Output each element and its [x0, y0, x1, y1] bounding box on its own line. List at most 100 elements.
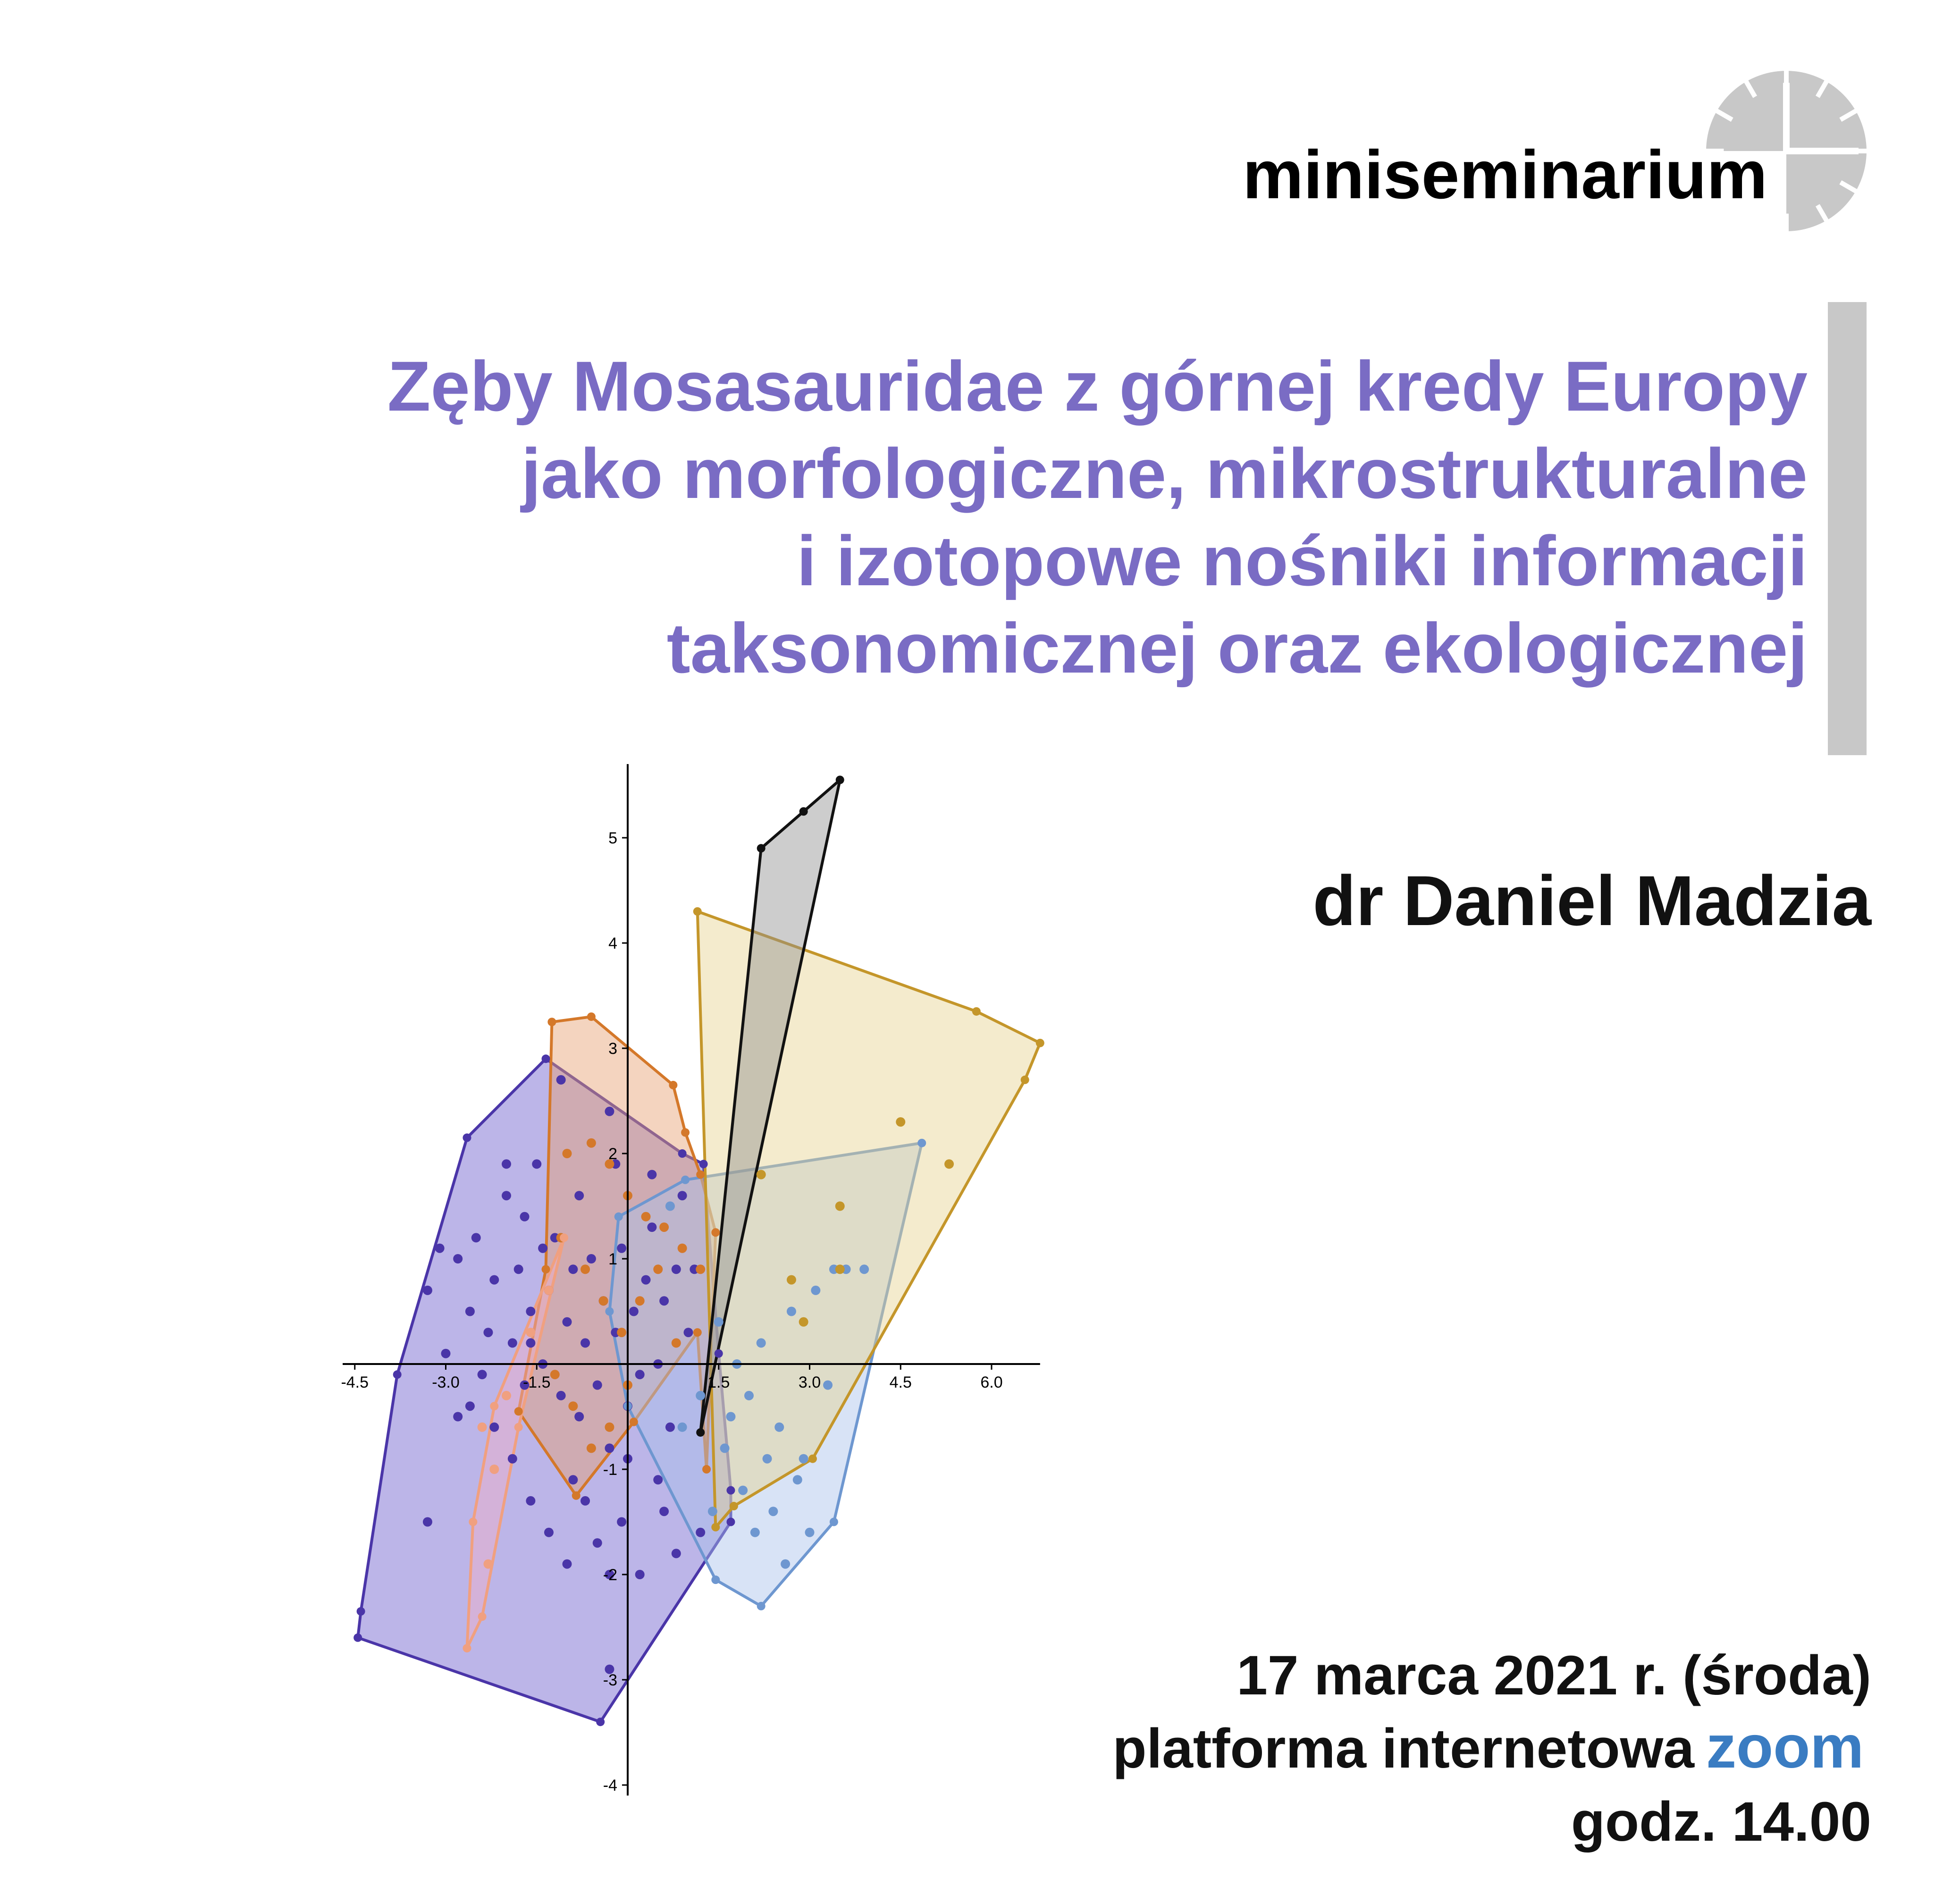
data-point	[574, 1191, 584, 1201]
data-point	[835, 1264, 845, 1274]
hull-vertex	[681, 1128, 690, 1137]
data-point	[483, 1559, 493, 1569]
clock-tick	[1714, 180, 1733, 194]
data-point	[568, 1401, 578, 1411]
hull-vertex	[596, 1718, 605, 1727]
hull-vertex	[808, 1454, 817, 1463]
data-point	[750, 1527, 760, 1537]
data-point	[677, 1243, 687, 1253]
data-point	[653, 1264, 663, 1274]
data-point	[617, 1517, 627, 1527]
y-tick-label: 3	[608, 1040, 617, 1058]
talk-title: Zęby Mosasauridae z górnej kredy Europy …	[387, 346, 1808, 688]
hull-vertex	[469, 1517, 478, 1526]
event-platform: platforma internetowa	[1112, 1718, 1695, 1780]
hull-vertex	[587, 1012, 596, 1021]
data-point	[520, 1380, 530, 1390]
data-point	[786, 1275, 796, 1285]
data-point	[944, 1159, 954, 1169]
data-point	[562, 1559, 572, 1569]
data-point	[586, 1254, 596, 1263]
data-point	[738, 1485, 748, 1495]
hull-series-5	[696, 909, 1042, 1531]
data-point	[744, 1390, 754, 1400]
data-point	[659, 1296, 669, 1306]
hull-vertex	[490, 1402, 499, 1411]
clock-tick	[1815, 204, 1830, 223]
hull-vertex	[356, 1607, 365, 1616]
hull-vertex	[729, 1502, 738, 1511]
x-tick-label: -1.5	[523, 1373, 551, 1391]
y-tick-label: -2	[603, 1566, 617, 1584]
clock-icon	[1704, 69, 1868, 233]
hull-vertex	[757, 844, 765, 853]
data-point	[586, 1443, 596, 1453]
data-point	[556, 1390, 566, 1400]
hull-vertex	[711, 1523, 720, 1532]
data-point	[617, 1243, 627, 1253]
speaker-name: dr Daniel Madzia	[1312, 861, 1872, 940]
hull-vertex	[702, 1465, 711, 1474]
data-point	[502, 1390, 511, 1400]
data-point	[544, 1527, 554, 1537]
hull-vertex	[1020, 1075, 1029, 1084]
data-point	[696, 1390, 706, 1400]
hull-vertex	[696, 1428, 705, 1437]
hull-vertex	[560, 1233, 569, 1242]
data-point	[441, 1348, 451, 1358]
data-point	[805, 1527, 815, 1537]
clock-tick	[1743, 79, 1758, 98]
hull-vertex	[605, 1307, 614, 1316]
data-point	[786, 1306, 796, 1316]
data-point	[605, 1570, 614, 1579]
hull-vertex	[726, 1517, 735, 1526]
data-point	[605, 1443, 614, 1453]
data-point	[526, 1306, 536, 1316]
hull-vertex	[972, 1007, 981, 1016]
data-point	[507, 1454, 517, 1464]
x-tick-label: -3.0	[432, 1373, 460, 1391]
data-point	[635, 1370, 645, 1380]
data-point	[526, 1338, 536, 1348]
data-point	[562, 1149, 572, 1158]
data-point	[792, 1475, 802, 1485]
data-point	[665, 1201, 675, 1211]
hull-vertex	[693, 907, 702, 916]
data-point	[574, 1412, 584, 1422]
data-point	[659, 1507, 669, 1516]
x-tick-label: 3.0	[799, 1373, 821, 1391]
data-point	[465, 1401, 475, 1411]
data-point	[683, 1328, 693, 1338]
data-point	[762, 1454, 772, 1464]
data-point	[671, 1264, 681, 1274]
data-point	[835, 1201, 845, 1211]
hull-vertex	[393, 1370, 402, 1379]
data-point	[507, 1338, 517, 1348]
data-point	[435, 1243, 445, 1253]
data-point	[756, 1338, 766, 1348]
event-date: 17 marca 2021 r. (środa)	[1237, 1644, 1871, 1707]
data-point	[896, 1117, 906, 1127]
data-point	[580, 1338, 590, 1348]
data-point	[665, 1422, 675, 1432]
data-point	[489, 1422, 499, 1432]
data-point	[544, 1285, 554, 1295]
data-point	[605, 1159, 614, 1169]
data-point	[671, 1549, 681, 1558]
data-point	[859, 1264, 869, 1274]
data-point	[653, 1475, 663, 1485]
data-point	[465, 1306, 475, 1316]
data-point	[556, 1075, 566, 1085]
data-point	[483, 1328, 493, 1338]
title-line-2: jako morfologiczne, mikrostrukturalne	[520, 434, 1808, 513]
data-point	[635, 1296, 645, 1306]
data-point	[647, 1222, 657, 1232]
hull-vertex	[711, 1575, 720, 1584]
data-point	[823, 1380, 833, 1390]
x-tick-label: 4.5	[890, 1373, 912, 1391]
clock-tick	[1714, 108, 1733, 122]
brand-name: miniseminarium	[1243, 136, 1767, 213]
y-tick-label: 1	[608, 1250, 617, 1268]
data-point	[453, 1254, 463, 1263]
